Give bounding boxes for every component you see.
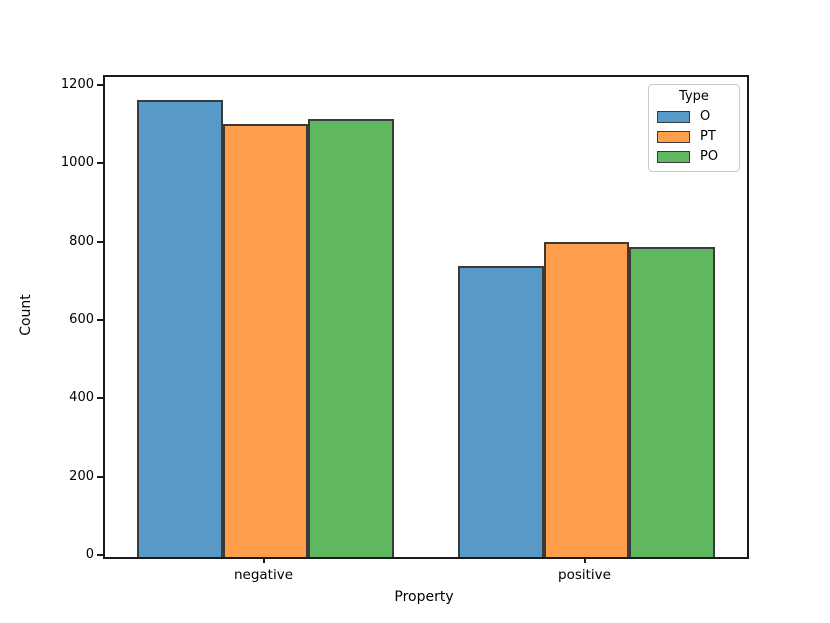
y-tick-label: 0: [85, 547, 94, 562]
bar-negative-PO: [308, 119, 394, 557]
bar-negative-O: [137, 100, 223, 557]
x-axis-label: Property: [394, 589, 454, 605]
plot-area: [103, 75, 749, 559]
y-tick-label: 1000: [60, 155, 94, 171]
legend-swatch-icon: [657, 150, 690, 163]
y-tick-label: 800: [69, 233, 94, 249]
bars-layer: [105, 77, 747, 557]
bar-positive-PT: [543, 241, 630, 557]
bar-positive-PO: [629, 246, 715, 557]
y-tick-mark: [97, 554, 103, 556]
y-tick-label: 400: [69, 390, 94, 406]
y-tick-mark: [97, 318, 103, 321]
y-tick-mark: [97, 162, 103, 165]
x-tick-label: positive: [558, 567, 611, 583]
bar-negative-PT: [222, 124, 309, 557]
x-tick-label: negative: [233, 567, 294, 583]
legend-swatch-icon: [657, 110, 690, 123]
legend-item-O: O: [657, 109, 731, 124]
x-tick-mark: [262, 557, 265, 563]
y-tick-mark: [97, 83, 103, 86]
legend-label: PO: [700, 149, 719, 164]
legend-label: PT: [700, 129, 716, 144]
legend-title: Type: [679, 89, 709, 104]
y-tick-mark: [97, 475, 103, 478]
legend-items: O PT PO: [657, 109, 731, 164]
y-tick-mark: [97, 397, 103, 400]
legend-swatch-icon: [657, 130, 690, 143]
legend-item-PT: PT: [657, 129, 731, 144]
legend-label: O: [700, 109, 711, 124]
y-tick-label: 200: [69, 468, 94, 484]
legend-item-PO: PO: [657, 149, 731, 164]
x-tick-mark: [583, 557, 586, 563]
bar-positive-O: [458, 265, 544, 557]
y-tick-label: 600: [69, 311, 94, 327]
y-tick-label: 1200: [60, 76, 94, 92]
legend: Type O PT PO: [648, 84, 740, 172]
y-tick-mark: [97, 240, 103, 243]
